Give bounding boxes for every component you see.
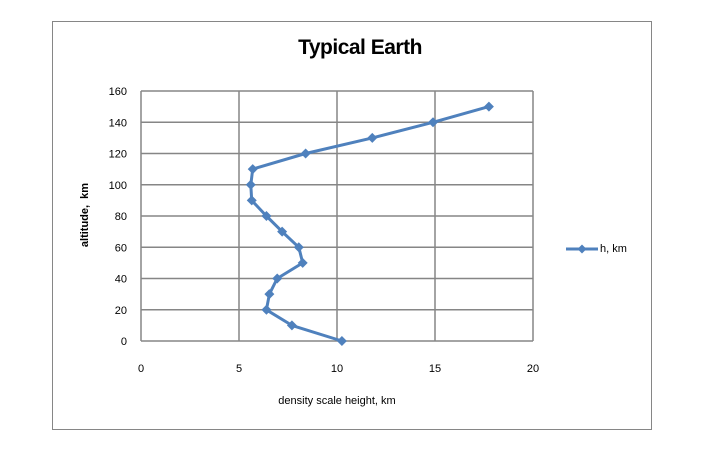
x-tick-label: 5 bbox=[236, 363, 242, 375]
x-tick-label: 10 bbox=[331, 363, 343, 375]
diamond-marker-icon bbox=[277, 226, 288, 237]
diamond-marker-icon bbox=[247, 164, 258, 175]
gridlines bbox=[140, 90, 534, 342]
diamond-marker-icon bbox=[300, 148, 311, 159]
y-tick-label: 80 bbox=[115, 211, 127, 223]
diamond-marker-icon bbox=[261, 304, 272, 315]
series-line bbox=[249, 105, 490, 343]
diamond-marker-icon bbox=[293, 242, 304, 253]
chart-frame bbox=[52, 21, 652, 430]
legend-line-diamond-icon bbox=[566, 244, 598, 254]
diamond-marker-icon bbox=[483, 101, 494, 112]
y-tick-label: 40 bbox=[115, 274, 127, 286]
y-axis-label: altitude, km bbox=[79, 182, 91, 248]
y-tick-label: 20 bbox=[115, 305, 127, 317]
y-tick-label: 60 bbox=[115, 242, 127, 254]
x-tick-label: 15 bbox=[429, 363, 441, 375]
x-tick-label: 0 bbox=[138, 363, 144, 375]
diamond-marker-icon bbox=[297, 257, 308, 268]
y-tick-label: 100 bbox=[109, 180, 127, 192]
diamond-marker-icon bbox=[428, 117, 439, 128]
x-axis-ticks: 0 5 10 15 20 bbox=[138, 363, 539, 375]
diamond-marker-icon bbox=[367, 132, 378, 143]
diamond-marker-icon bbox=[246, 195, 257, 206]
y-tick-label: 160 bbox=[109, 86, 127, 98]
legend-label: h, km bbox=[600, 243, 627, 255]
chart-title: Typical Earth bbox=[298, 36, 422, 59]
diamond-marker-icon bbox=[264, 289, 275, 300]
diamond-marker-icon bbox=[245, 179, 256, 190]
diamond-marker-icon bbox=[272, 273, 283, 284]
y-tick-label: 120 bbox=[109, 149, 127, 161]
data-series-h-km bbox=[245, 101, 494, 346]
x-tick-label: 20 bbox=[527, 363, 539, 375]
legend: h, km bbox=[566, 243, 627, 255]
diamond-marker-icon bbox=[286, 320, 297, 331]
y-axis-ticks: 0 20 40 60 80 100 120 140 160 bbox=[109, 86, 127, 348]
x-axis-label: density scale height, km bbox=[278, 395, 396, 407]
diamond-marker-icon bbox=[261, 211, 272, 221]
y-tick-label: 140 bbox=[109, 117, 127, 129]
y-tick-label: 0 bbox=[121, 336, 127, 348]
diamond-marker-icon bbox=[336, 336, 347, 346]
